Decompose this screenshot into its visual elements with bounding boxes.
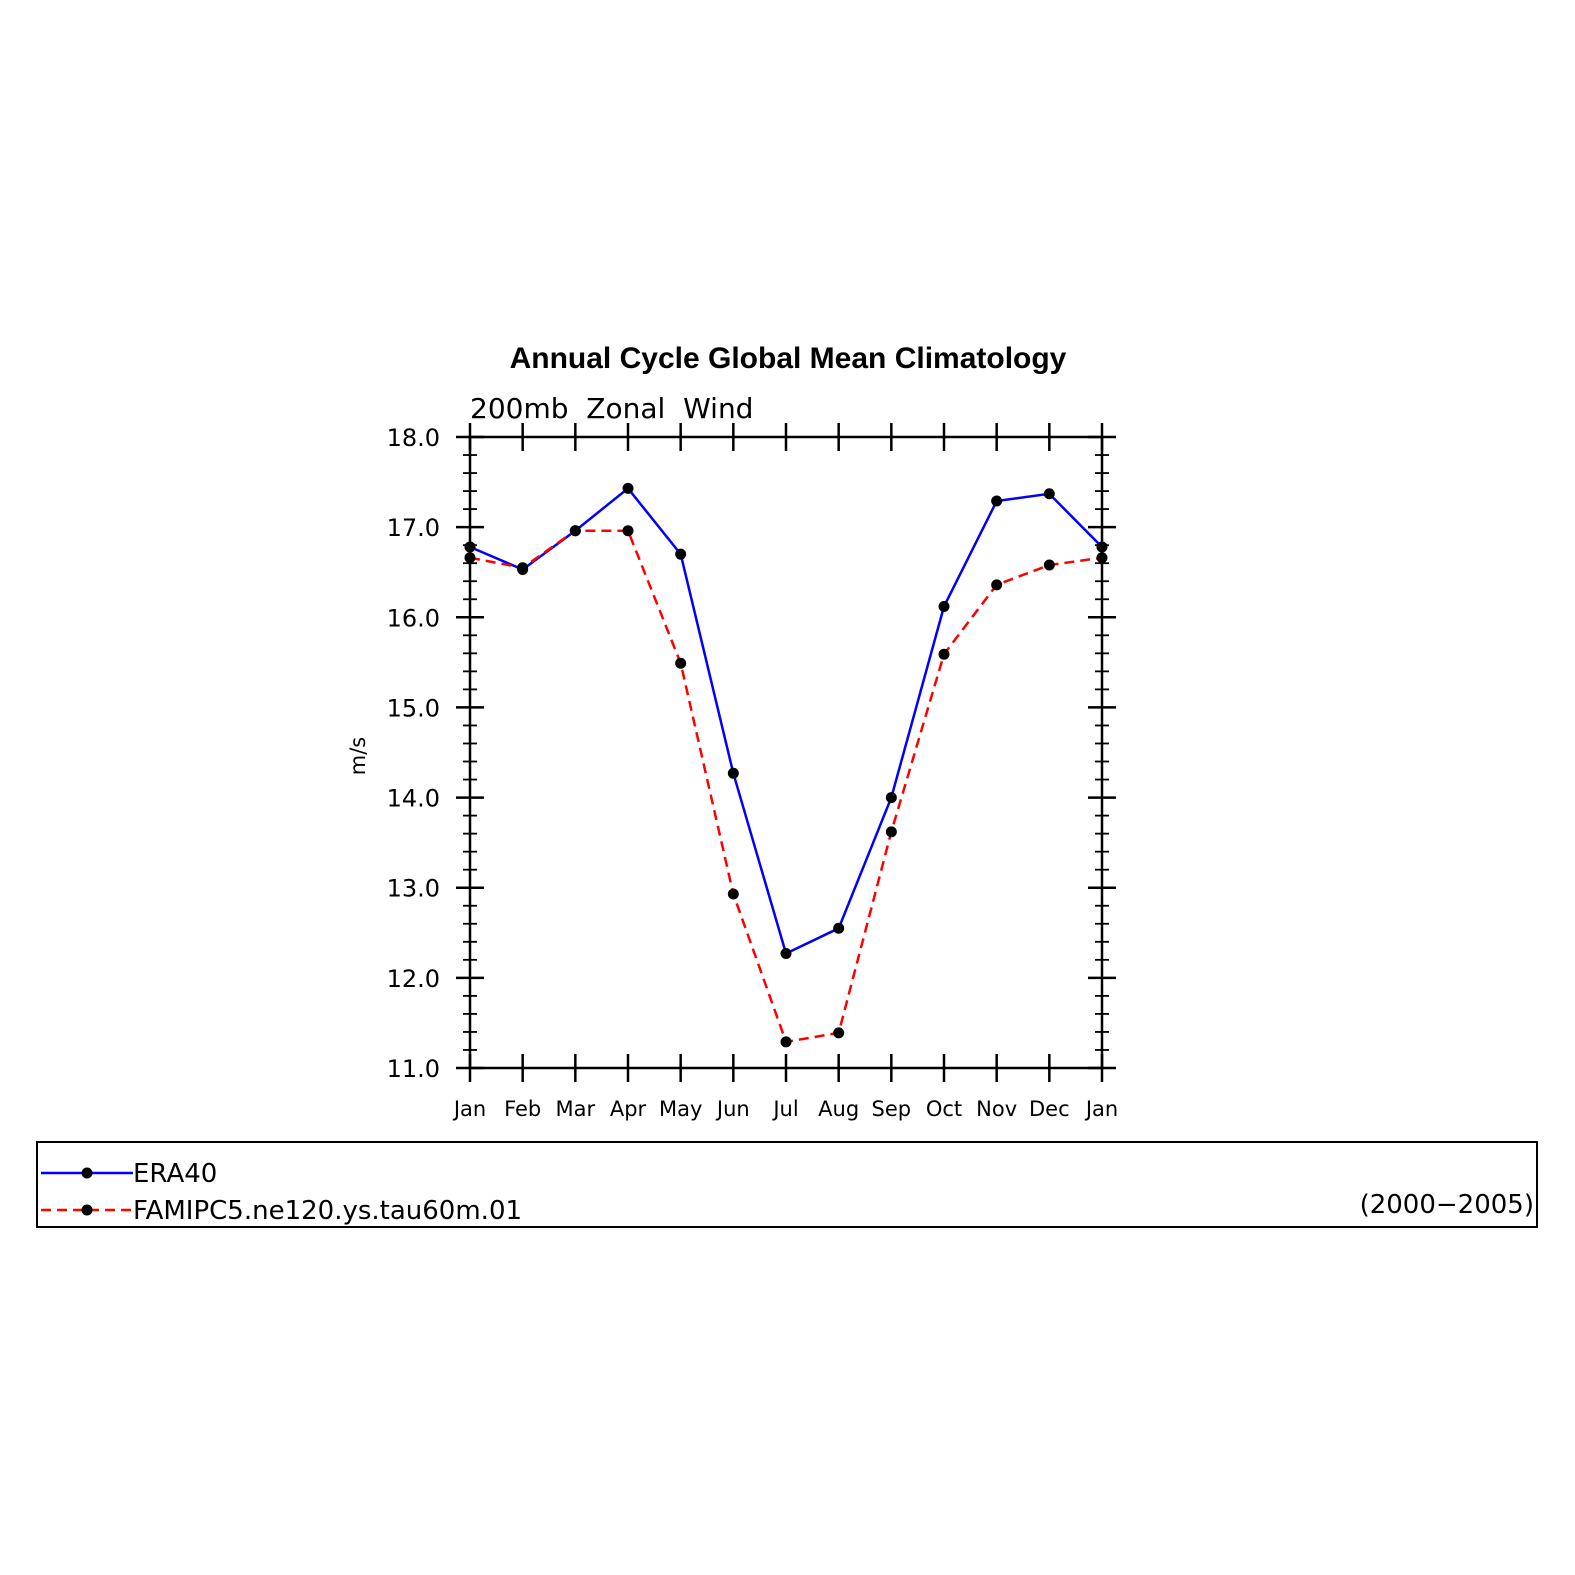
x-tick-label: Nov [976,1097,1017,1121]
series-1-point [1043,488,1055,500]
series-2-point [622,525,634,537]
series-2-point [517,562,529,574]
axis-ticks [456,423,1116,1082]
x-tick-label: Mar [556,1097,596,1121]
series-markers [464,482,1108,1048]
y-tick-label: 17.0 [387,514,440,542]
legend-label-1: ERA40 [133,1159,217,1189]
x-tick-label: Jul [771,1097,798,1121]
series-1-point [675,548,687,560]
series-2-point [464,552,476,564]
x-tick-label: Jan [1084,1097,1118,1121]
x-tick-label: Aug [818,1097,859,1121]
y-tick-label: 16.0 [387,604,440,632]
x-tick-label: Jan [452,1097,486,1121]
y-tick-label: 14.0 [387,785,440,813]
series-1-point [885,792,897,804]
legend-box [36,1141,1538,1228]
legend-marker-1 [81,1167,93,1179]
x-tick-label: May [659,1097,702,1121]
y-tick-label: 12.0 [387,965,440,993]
series-2-point [675,657,687,669]
y-tick-labels: 11.0 12.0 13.0 14.0 15.0 16.0 17.0 18.0 [387,424,440,1083]
series-2-point [727,888,739,900]
series-2-point [1096,552,1108,564]
y-tick-label: 11.0 [387,1055,440,1083]
series-2-point [780,1036,792,1048]
y-tick-label: 13.0 [387,875,440,903]
series-1-point [1096,541,1108,553]
series-line-1 [469,486,1103,956]
chart-subtitle: 200mb Zonal Wind [470,392,753,425]
series-1-point [991,495,1003,507]
series-2-point [833,1027,845,1039]
series-2-point [1043,559,1055,571]
series-1-point [464,541,476,553]
series-1-point [833,922,845,934]
series-2-point [991,579,1003,591]
series-1-point [938,600,950,612]
y-axis-label: m/s [346,737,370,775]
legend: ERA40 FAMIPC5.ne120.ys.tau60m.01 [41,1159,522,1226]
x-tick-label: Dec [1029,1097,1070,1121]
series-1-point [780,948,792,960]
x-tick-labels: Jan Feb Mar Apr May Jun Jul Aug Sep Oct Nov Dec Jan [452,1097,1118,1121]
series-1-point [727,767,739,779]
series-2-point [885,826,897,838]
legend-annotation: (2000−2005) [1360,1190,1534,1220]
plot-area-frame [468,435,1104,1070]
y-tick-label: 18.0 [387,424,440,452]
series-2-point [938,648,950,660]
x-tick-label: Oct [926,1097,962,1121]
y-tick-label: 15.0 [387,694,440,722]
series-2-point [569,525,581,537]
chart-title: Annual Cycle Global Mean Climatology [510,342,1067,375]
legend-label-2: FAMIPC5.ne120.ys.tau60m.01 [133,1196,522,1226]
x-tick-label: Feb [504,1097,541,1121]
legend-marker-2 [81,1204,93,1216]
x-tick-label: Apr [610,1097,647,1121]
series-1-point [622,482,634,494]
x-tick-label: Jun [715,1097,750,1121]
series-line-2 [469,529,1103,1044]
x-tick-label: Sep [872,1097,912,1121]
